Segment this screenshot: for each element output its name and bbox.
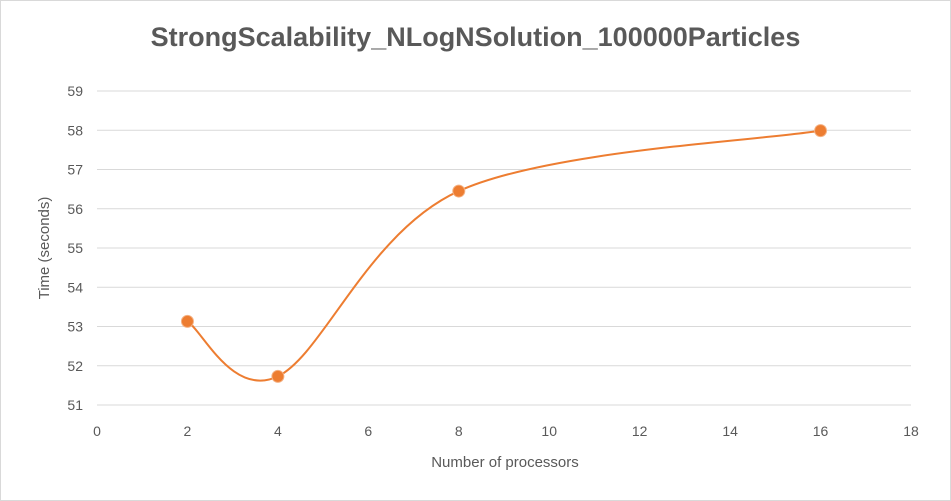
y-tick-labels: 51 52 53 54 55 56 57 58 59 — [67, 83, 83, 413]
y-tick-label: 56 — [67, 201, 83, 217]
x-tick-label: 6 — [364, 423, 372, 439]
y-tick-label: 59 — [67, 83, 83, 99]
chart-title: StrongScalability_NLogNSolution_100000Pa… — [150, 22, 801, 52]
x-tick-label: 0 — [93, 423, 101, 439]
x-tick-label: 16 — [813, 423, 829, 439]
y-tick-label: 57 — [67, 162, 83, 178]
y-tick-label: 55 — [67, 240, 83, 256]
y-tick-label: 51 — [67, 397, 83, 413]
y-tick-label: 54 — [67, 279, 83, 295]
y-axis-label: Time (seconds) — [36, 197, 53, 300]
series-markers — [180, 124, 828, 383]
x-tick-label: 4 — [274, 423, 282, 439]
y-tick-label: 52 — [67, 358, 83, 374]
x-tick-label: 12 — [632, 423, 648, 439]
x-tick-label: 18 — [903, 423, 919, 439]
series-line — [186, 129, 821, 382]
data-point — [271, 369, 285, 383]
x-axis-label: Number of processors — [431, 454, 579, 471]
x-tick-label: 14 — [722, 423, 738, 439]
x-tick-label: 8 — [455, 423, 463, 439]
x-tick-labels: 0 2 4 6 8 10 12 14 16 18 — [93, 423, 919, 439]
gridlines — [97, 90, 911, 406]
x-tick-label: 2 — [184, 423, 192, 439]
data-point — [452, 184, 466, 198]
data-point — [180, 314, 194, 328]
data-point — [814, 124, 828, 138]
y-tick-label: 58 — [67, 122, 83, 138]
x-tick-label: 10 — [541, 423, 557, 439]
y-tick-label: 53 — [67, 319, 83, 335]
